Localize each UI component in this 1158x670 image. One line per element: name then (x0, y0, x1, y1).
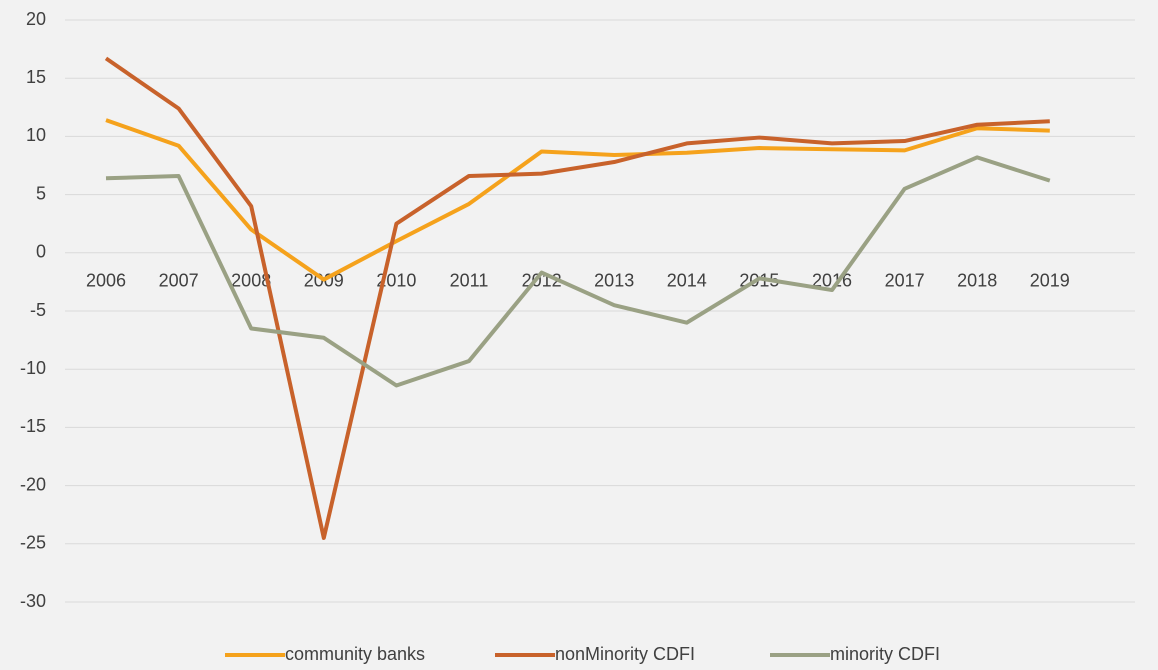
y-tick-label: -5 (30, 300, 46, 320)
y-tick-label: -20 (20, 474, 46, 494)
legend-label: community banks (285, 644, 425, 664)
x-tick-label: 2019 (1030, 271, 1070, 291)
x-tick-label: 2014 (667, 271, 707, 291)
y-tick-label: -15 (20, 416, 46, 436)
y-tick-label: -30 (20, 591, 46, 611)
x-tick-label: 2006 (86, 271, 126, 291)
x-tick-label: 2013 (594, 271, 634, 291)
x-tick-label: 2007 (159, 271, 199, 291)
y-tick-label: 0 (36, 242, 46, 262)
x-tick-label: 2008 (231, 271, 271, 291)
y-tick-label: -25 (20, 533, 46, 553)
y-tick-label: 10 (26, 125, 46, 145)
series-line (104, 56, 1050, 540)
x-tick-label: 2018 (957, 271, 997, 291)
x-tick-label: 2011 (450, 271, 489, 291)
y-tick-label: -10 (20, 358, 46, 378)
y-tick-label: 15 (26, 67, 46, 87)
x-tick-label: 2017 (885, 271, 925, 291)
legend-label: nonMinority CDFI (555, 644, 695, 664)
y-tick-label: 20 (26, 9, 46, 29)
series-line (105, 118, 1050, 282)
series-line (105, 155, 1051, 388)
legend-label: minority CDFI (830, 644, 940, 664)
y-tick-label: 5 (36, 183, 46, 203)
